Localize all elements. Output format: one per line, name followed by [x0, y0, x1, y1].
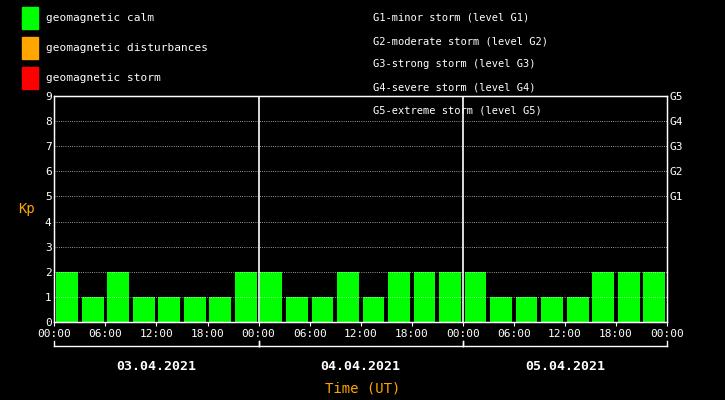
Y-axis label: Kp: Kp [18, 202, 36, 216]
Text: G4-severe storm (level G4): G4-severe storm (level G4) [373, 83, 536, 93]
Bar [133, 297, 154, 322]
Bar [362, 297, 384, 322]
Text: geomagnetic storm: geomagnetic storm [46, 73, 161, 83]
Text: G1-minor storm (level G1): G1-minor storm (level G1) [373, 13, 530, 23]
Text: G2-moderate storm (level G2): G2-moderate storm (level G2) [373, 36, 548, 46]
Bar [312, 297, 334, 322]
Text: Time (UT): Time (UT) [325, 382, 400, 396]
Bar [490, 297, 512, 322]
Bar [643, 272, 665, 322]
Text: geomagnetic disturbances: geomagnetic disturbances [46, 43, 208, 53]
Bar [235, 272, 257, 322]
Bar [542, 297, 563, 322]
Bar [260, 272, 282, 322]
Bar [158, 297, 180, 322]
Text: 03.04.2021: 03.04.2021 [117, 360, 196, 373]
Bar [515, 297, 537, 322]
Bar [465, 272, 486, 322]
Bar [388, 272, 410, 322]
Bar [107, 272, 129, 322]
Text: geomagnetic calm: geomagnetic calm [46, 13, 154, 23]
Text: 04.04.2021: 04.04.2021 [320, 360, 401, 373]
Bar [57, 272, 78, 322]
Bar [82, 297, 104, 322]
Text: 05.04.2021: 05.04.2021 [525, 360, 605, 373]
Bar [567, 297, 589, 322]
Bar [286, 297, 307, 322]
Text: G3-strong storm (level G3): G3-strong storm (level G3) [373, 60, 536, 70]
Bar [592, 272, 614, 322]
Bar [439, 272, 461, 322]
Text: G5-extreme storm (level G5): G5-extreme storm (level G5) [373, 106, 542, 116]
Bar [414, 272, 435, 322]
Bar [184, 297, 206, 322]
Bar [618, 272, 639, 322]
Bar [210, 297, 231, 322]
Bar [337, 272, 359, 322]
